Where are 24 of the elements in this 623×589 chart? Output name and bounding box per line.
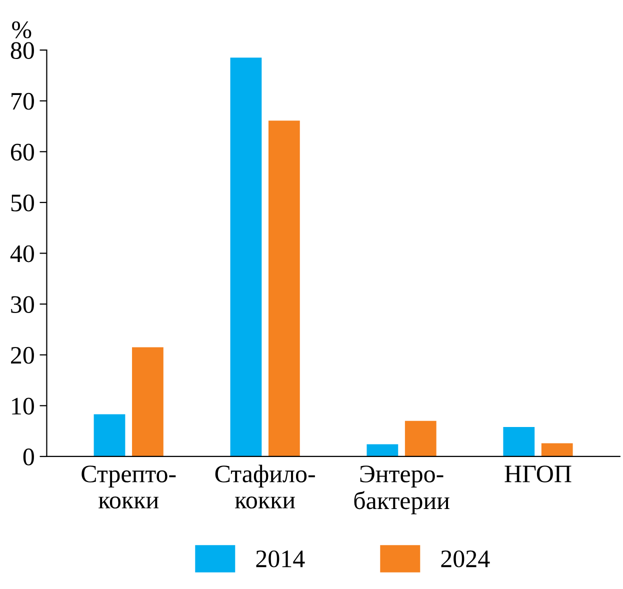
legend-label: 2024 xyxy=(441,550,490,568)
y-tick-label: 60 xyxy=(10,144,34,161)
y-tick-label: 80 xyxy=(10,42,34,59)
bar xyxy=(132,347,164,456)
x-tick-label: НГОП xyxy=(504,466,572,482)
x-tick-label: Стрепто- кокки xyxy=(82,466,176,509)
y-tick-label: 20 xyxy=(11,346,34,364)
y-tick-label: 10 xyxy=(12,398,34,415)
bar xyxy=(366,444,398,456)
y-tick-label: 30 xyxy=(11,296,34,313)
x-tick-label: Стафило- кокки xyxy=(215,464,315,509)
bar xyxy=(94,414,126,456)
y-axis-title: % xyxy=(12,21,32,38)
legend-label: 2014 xyxy=(256,550,305,568)
y-tick-label: 70 xyxy=(12,92,34,110)
y-tick-label: 40 xyxy=(10,245,34,262)
bar xyxy=(268,120,300,456)
bar xyxy=(503,427,535,456)
bar xyxy=(404,420,436,456)
bar xyxy=(541,443,573,456)
y-tick-label: 50 xyxy=(11,194,34,212)
y-tick-label: 0 xyxy=(23,448,34,466)
x-tick-label: Энтеро- бактерии xyxy=(354,466,450,514)
bar xyxy=(230,58,262,456)
